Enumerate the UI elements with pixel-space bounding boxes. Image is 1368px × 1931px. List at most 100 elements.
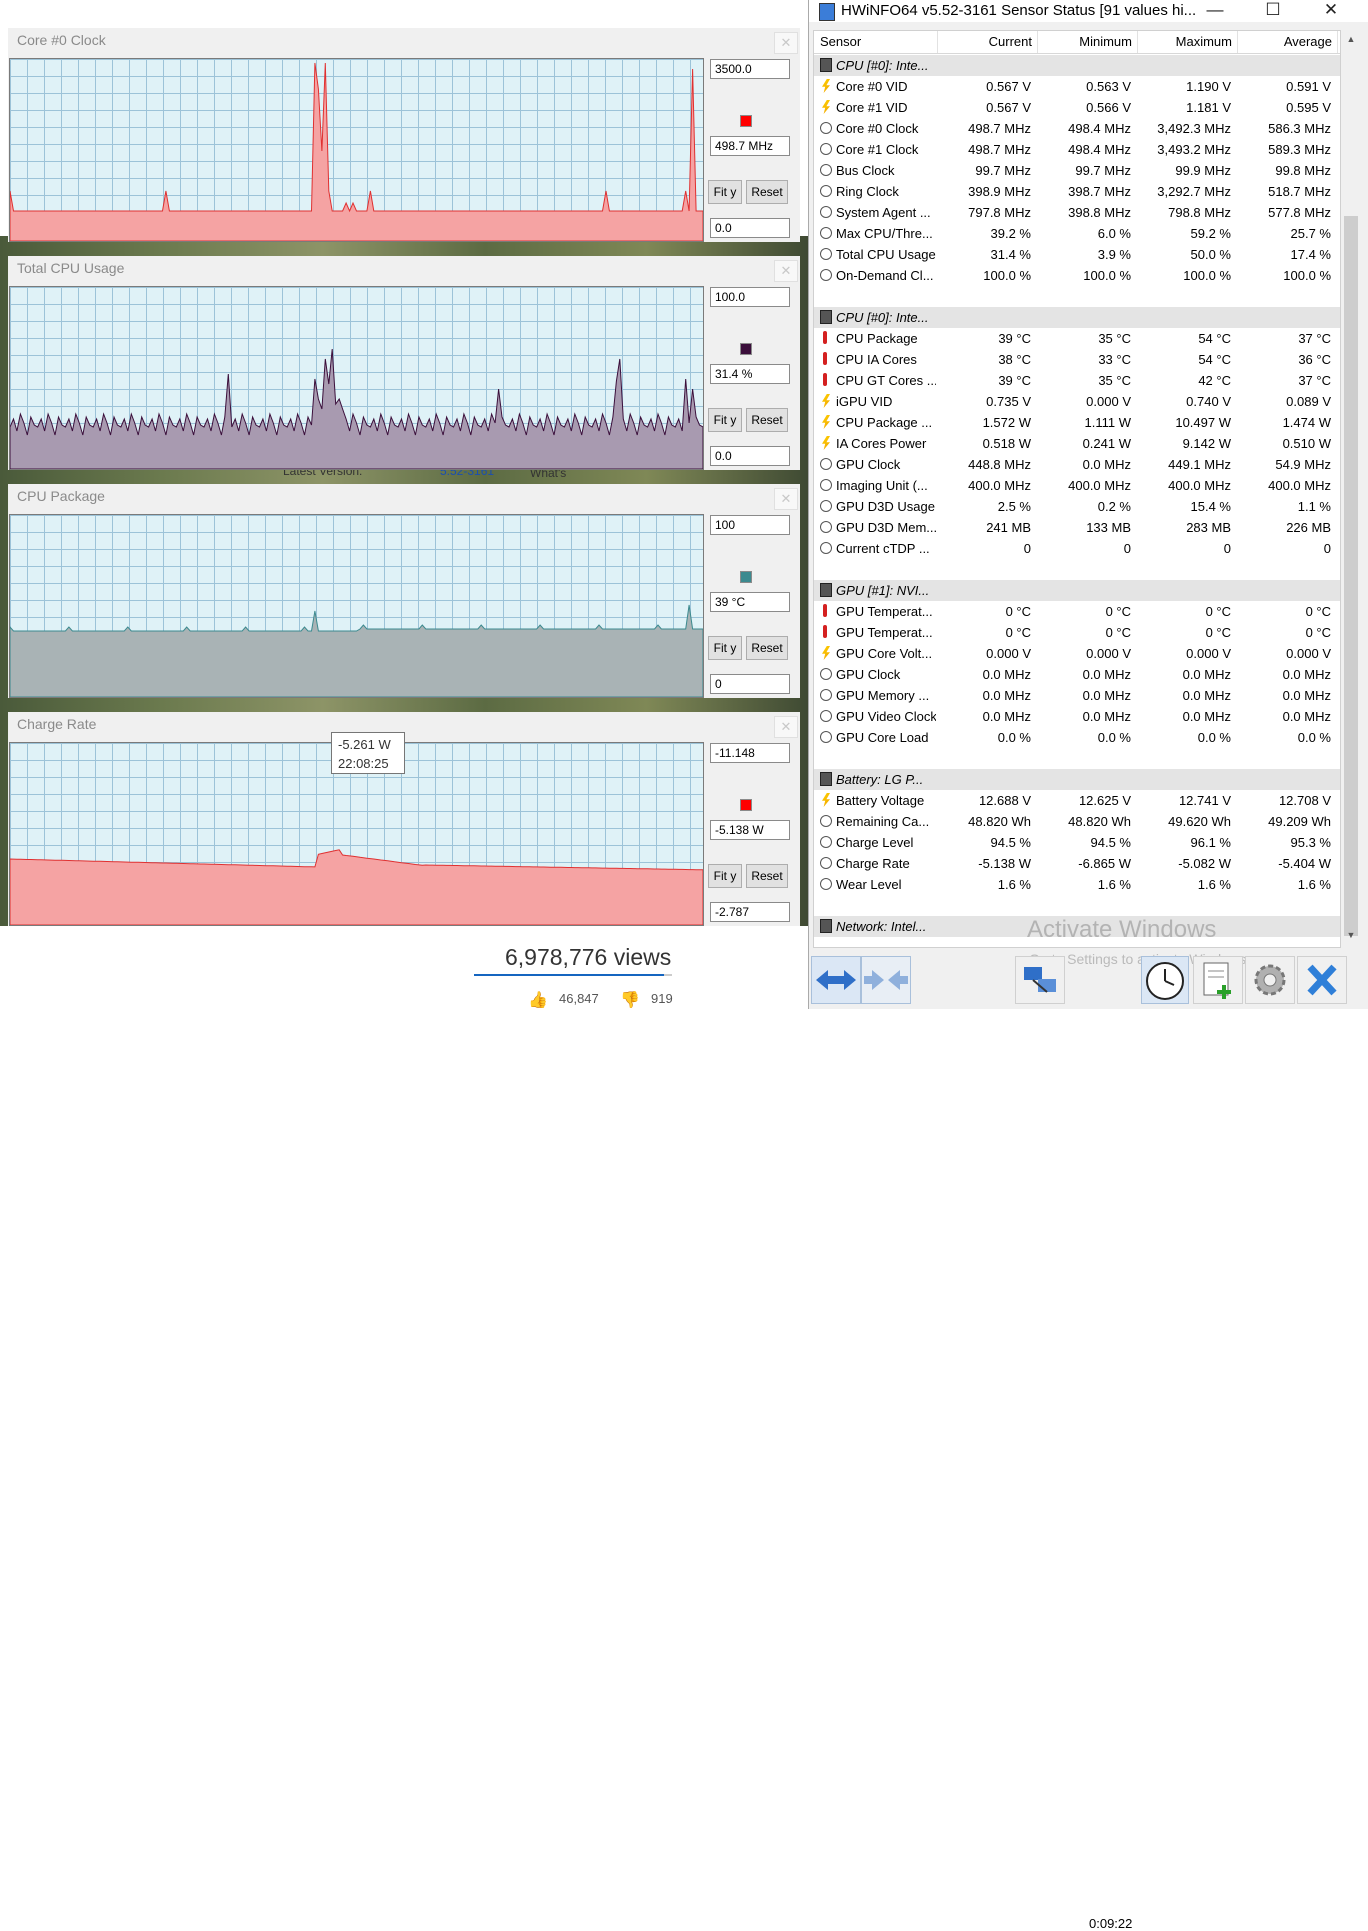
fit-y-button[interactable]: Fit y (708, 636, 742, 660)
minimum-value: 0.000 V (1086, 394, 1131, 409)
sensor-row[interactable]: Max CPU/Thre... 39.2 % 6.0 % 59.2 % 25.7 % (814, 223, 1340, 244)
sensor-name: CPU IA Cores (836, 352, 917, 367)
column-header-current[interactable]: Current (938, 31, 1038, 53)
maximize-icon[interactable]: ☐ (1265, 0, 1281, 19)
sensor-row[interactable]: Core #1 Clock 498.7 MHz 498.4 MHz 3,493.2 M… (814, 139, 1340, 160)
minimum-value: 6.0 % (1097, 226, 1131, 241)
reset-button[interactable]: Reset (746, 180, 788, 204)
scroll-up-icon[interactable]: ▲ (1346, 34, 1356, 44)
sensor-row[interactable]: Bus Clock 99.7 MHz 99.7 MHz 99.9 MHz 99.8 MH… (814, 160, 1340, 181)
graph-color-swatch[interactable] (740, 343, 752, 355)
dislike-icon[interactable]: 👎 (620, 992, 640, 1009)
sensor-row[interactable]: CPU Package ... 1.572 W 1.111 W 10.497 W 1.4… (814, 412, 1340, 433)
sensor-row[interactable]: GPU Core Volt... 0.000 V 0.000 V 0.000 V 0.0… (814, 643, 1340, 664)
graph-max-field[interactable]: -11.148 (710, 743, 790, 763)
maximum-value: 0.000 V (1186, 646, 1231, 661)
minimum-value: 133 MB (1086, 520, 1131, 535)
minimum-value: 0 (1123, 541, 1131, 556)
column-header-maximum[interactable]: Maximum (1138, 31, 1238, 53)
collapse-arrows-icon[interactable] (861, 956, 911, 1004)
sensor-row[interactable]: Core #1 VID 0.567 V 0.566 V 1.181 V 0.595 V (814, 97, 1340, 118)
sensor-row[interactable]: IA Cores Power 0.518 W 0.241 W 9.142 W 0.510… (814, 433, 1340, 454)
close-icon[interactable]: ✕ (1323, 0, 1339, 19)
scroll-down-icon[interactable]: ▼ (1346, 930, 1356, 940)
sensor-name: Total CPU Usage (836, 247, 936, 262)
sensor-row[interactable]: GPU D3D Mem... 241 MB 133 MB 283 MB 226 MB (814, 517, 1340, 538)
sensor-row[interactable]: Remaining Ca... 48.820 Wh 48.820 Wh 49.620 … (814, 811, 1340, 832)
sensor-row[interactable]: Current cTDP ... 0 0 0 0 (814, 538, 1340, 559)
graph-close-icon[interactable]: ✕ (774, 32, 798, 54)
minimum-value: 0.0 MHz (1082, 688, 1131, 703)
sensor-row[interactable]: CPU Package 39 °C 35 °C 54 °C 37 °C (814, 328, 1340, 349)
column-header-minimum[interactable]: Minimum (1038, 31, 1138, 53)
sensor-group-row[interactable]: CPU [#0]: Inte... (814, 307, 1340, 328)
fit-y-button[interactable]: Fit y (708, 864, 742, 888)
minimize-icon[interactable]: — (1206, 0, 1224, 19)
graph-min-field[interactable]: 0.0 (710, 446, 790, 466)
fit-y-button[interactable]: Fit y (708, 408, 742, 432)
average-value: 589.3 MHz (1268, 142, 1331, 157)
fit-y-button[interactable]: Fit y (708, 180, 742, 204)
title-bar[interactable]: HWiNFO64 v5.52-3161 Sensor Status [91 va… (809, 0, 1368, 22)
sensor-row[interactable]: GPU Clock 448.8 MHz 0.0 MHz 449.1 MHz 54.9 M… (814, 454, 1340, 475)
like-icon[interactable]: 👍 (528, 992, 548, 1009)
graph-close-icon[interactable]: ✕ (774, 716, 798, 738)
average-value: 37 °C (1298, 331, 1331, 346)
current-value: 31.4 % (990, 247, 1031, 262)
close-sensors-icon[interactable] (1297, 956, 1347, 1004)
clock-icon[interactable] (1141, 956, 1189, 1004)
reset-button[interactable]: Reset (746, 864, 788, 888)
sensor-row[interactable]: System Agent ... 797.8 MHz 398.8 MHz 798.8 … (814, 202, 1340, 223)
sensor-row[interactable]: GPU D3D Usage 2.5 % 0.2 % 15.4 % 1.1 % (814, 496, 1340, 517)
vertical-scrollbar[interactable]: ▲ ▼ (1341, 30, 1361, 946)
sensor-row[interactable]: GPU Video Clock 0.0 MHz 0.0 MHz 0.0 MHz 0.0 … (814, 706, 1340, 727)
column-header-sensor[interactable]: Sensor (814, 31, 938, 53)
minimum-value: 0.566 V (1086, 100, 1131, 115)
sensor-row[interactable]: Charge Level 94.5 % 94.5 % 96.1 % 95.3 % (814, 832, 1340, 853)
sensor-row[interactable]: iGPU VID 0.735 V 0.000 V 0.740 V 0.089 V (814, 391, 1340, 412)
current-value: 38 °C (998, 352, 1031, 367)
sensor-row[interactable]: GPU Clock 0.0 MHz 0.0 MHz 0.0 MHz 0.0 MHz (814, 664, 1340, 685)
graph-close-icon[interactable]: ✕ (774, 260, 798, 282)
column-header-average[interactable]: Average (1238, 31, 1338, 53)
sensor-row[interactable]: On-Demand Cl... 100.0 % 100.0 % 100.0 % 100.… (814, 265, 1340, 286)
graph-min-field[interactable]: 0 (710, 674, 790, 694)
reset-button[interactable]: Reset (746, 636, 788, 660)
sensor-row[interactable]: Core #0 VID 0.567 V 0.563 V 1.190 V 0.591 V (814, 76, 1340, 97)
sensor-row[interactable]: GPU Temperat... 0 °C 0 °C 0 °C 0 °C (814, 601, 1340, 622)
sensor-row[interactable]: CPU IA Cores 38 °C 33 °C 54 °C 36 °C (814, 349, 1340, 370)
settings-gear-icon[interactable] (1245, 956, 1295, 1004)
sensor-group-row[interactable]: Network: Intel... (814, 916, 1340, 937)
sensor-row[interactable]: GPU Core Load 0.0 % 0.0 % 0.0 % 0.0 % (814, 727, 1340, 748)
add-report-icon[interactable] (1193, 956, 1243, 1004)
sensor-row[interactable]: CPU GT Cores ... 39 °C 35 °C 42 °C 37 °C (814, 370, 1340, 391)
graph-color-swatch[interactable] (740, 799, 752, 811)
sensor-group-row[interactable]: Battery: LG P... (814, 769, 1340, 790)
expand-arrows-icon[interactable] (811, 956, 861, 1004)
graph-max-field[interactable]: 3500.0 (710, 59, 790, 79)
sensor-row[interactable]: Total CPU Usage 31.4 % 3.9 % 50.0 % 17.4 % (814, 244, 1340, 265)
sensor-group-row[interactable]: CPU [#0]: Inte... (814, 55, 1340, 76)
graph-min-field[interactable]: 0.0 (710, 218, 790, 238)
sensor-row[interactable]: Charge Rate -5.138 W -6.865 W -5.082 W -5.40… (814, 853, 1340, 874)
scroll-thumb[interactable] (1344, 216, 1358, 936)
average-value: 0 °C (1305, 625, 1331, 640)
graph-color-swatch[interactable] (740, 571, 752, 583)
sensor-row[interactable]: Core #0 Clock 498.7 MHz 498.4 MHz 3,492.3 M… (814, 118, 1340, 139)
thermometer-icon (823, 625, 827, 638)
graph-max-field[interactable]: 100 (710, 515, 790, 535)
sensor-group-row[interactable]: GPU [#1]: NVI... (814, 580, 1340, 601)
sensor-row[interactable]: Battery Voltage 12.688 V 12.625 V 12.741 V 1… (814, 790, 1340, 811)
network-icon[interactable] (1015, 956, 1065, 1004)
sensor-row[interactable]: Wear Level 1.6 % 1.6 % 1.6 % 1.6 % (814, 874, 1340, 895)
graph-close-icon[interactable]: ✕ (774, 488, 798, 510)
reset-button[interactable]: Reset (746, 408, 788, 432)
graph-min-field[interactable]: -2.787 (710, 902, 790, 922)
graph-max-field[interactable]: 100.0 (710, 287, 790, 307)
sensor-row[interactable]: GPU Memory ... 0.0 MHz 0.0 MHz 0.0 MHz 0.0 M… (814, 685, 1340, 706)
graph-current-value: -5.138 W (710, 820, 790, 840)
sensor-row[interactable]: Ring Clock 398.9 MHz 398.7 MHz 3,292.7 MHz 5… (814, 181, 1340, 202)
graph-color-swatch[interactable] (740, 115, 752, 127)
sensor-row[interactable]: GPU Temperat... 0 °C 0 °C 0 °C 0 °C (814, 622, 1340, 643)
sensor-row[interactable]: Imaging Unit (... 400.0 MHz 400.0 MHz 400.0… (814, 475, 1340, 496)
